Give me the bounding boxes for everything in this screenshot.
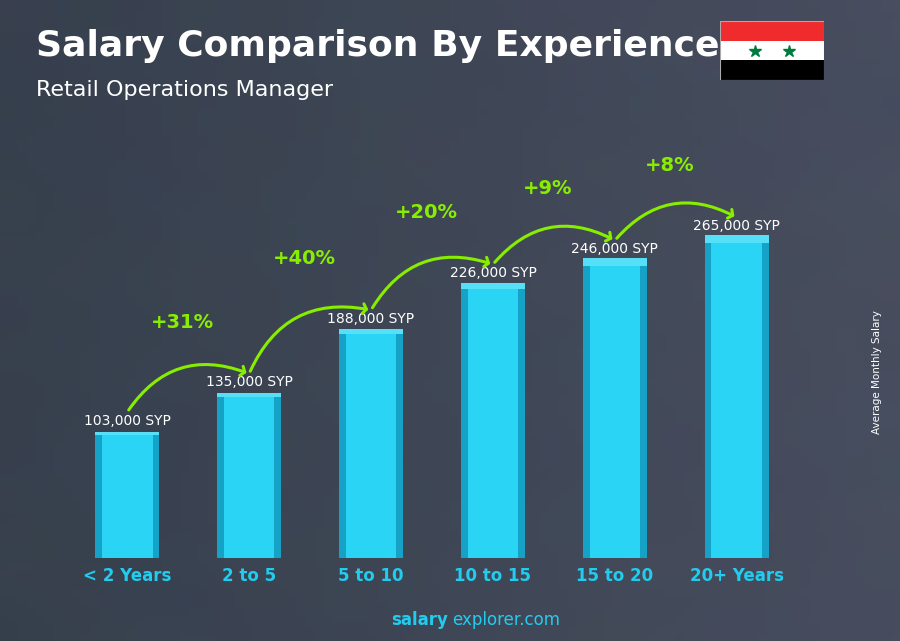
Bar [705, 239, 769, 558]
Text: 226,000 SYP: 226,000 SYP [449, 266, 536, 280]
Bar [339, 332, 346, 558]
Bar [95, 434, 159, 558]
Bar [705, 239, 712, 558]
Bar [720, 21, 824, 41]
Bar [218, 395, 281, 558]
Text: 135,000 SYP: 135,000 SYP [206, 376, 292, 389]
Bar [152, 434, 159, 558]
Text: 103,000 SYP: 103,000 SYP [84, 414, 171, 428]
Bar [274, 395, 281, 558]
Text: 246,000 SYP: 246,000 SYP [572, 242, 658, 256]
Bar [518, 286, 525, 558]
Bar [339, 329, 402, 335]
Bar [583, 262, 590, 558]
Text: 188,000 SYP: 188,000 SYP [328, 312, 415, 326]
Text: +40%: +40% [273, 249, 336, 268]
Text: +31%: +31% [150, 313, 213, 332]
Bar [583, 262, 646, 558]
Bar [95, 434, 102, 558]
Text: Average Monthly Salary: Average Monthly Salary [872, 310, 883, 434]
Bar [640, 262, 646, 558]
Text: Retail Operations Manager: Retail Operations Manager [36, 80, 333, 100]
Bar [339, 332, 402, 558]
Bar [462, 283, 525, 289]
Text: salary: salary [391, 611, 448, 629]
Text: +9%: +9% [523, 179, 572, 198]
Text: explorer.com: explorer.com [452, 611, 560, 629]
Bar [396, 332, 402, 558]
Bar [720, 41, 824, 60]
Text: +20%: +20% [394, 203, 457, 222]
Text: 265,000 SYP: 265,000 SYP [693, 219, 780, 233]
Text: Salary Comparison By Experience: Salary Comparison By Experience [36, 29, 719, 63]
Bar [462, 286, 468, 558]
Bar [462, 286, 525, 558]
Bar [583, 258, 646, 265]
Bar [705, 235, 769, 243]
Bar [720, 60, 824, 80]
Bar [95, 432, 159, 435]
Text: +8%: +8% [645, 156, 695, 176]
Bar [762, 239, 769, 558]
Bar [218, 394, 281, 397]
Bar [218, 395, 224, 558]
